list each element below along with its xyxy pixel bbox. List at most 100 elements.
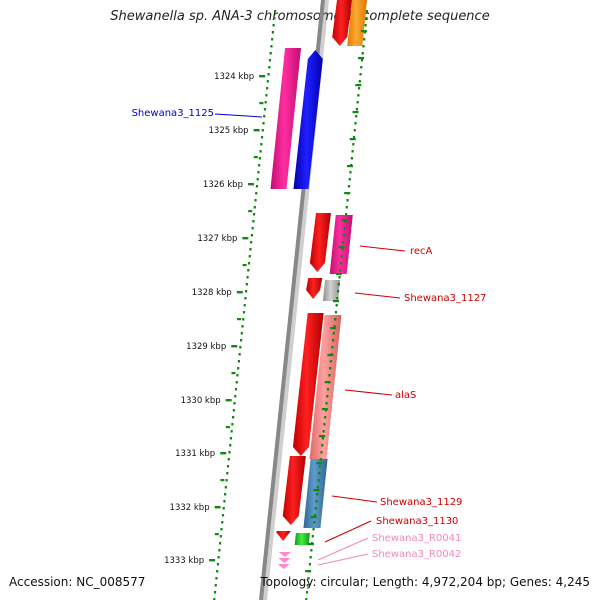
gene-label[interactable]: Shewana3_R0042 bbox=[372, 549, 461, 560]
right-ruler-dot bbox=[331, 346, 334, 349]
gene-block-reca[interactable] bbox=[329, 215, 353, 274]
left-major-tick bbox=[225, 399, 232, 402]
left-minor-tick bbox=[225, 426, 230, 429]
right-ruler-dot bbox=[344, 213, 348, 216]
gene-block-shewana3-1125[interactable] bbox=[270, 48, 302, 189]
right-ruler-dot bbox=[361, 52, 364, 55]
left-ruler-dot bbox=[226, 465, 230, 468]
gene-block-red-small[interactable] bbox=[306, 278, 323, 299]
left-minor-tick bbox=[231, 372, 236, 375]
left-ruler-dot bbox=[246, 276, 249, 279]
right-minor-tick bbox=[330, 327, 337, 330]
left-ruler-dot bbox=[258, 164, 261, 167]
right-ruler-dot bbox=[356, 101, 359, 104]
left-ruler-dot bbox=[252, 213, 256, 216]
gene-block-top-orange[interactable] bbox=[347, 0, 367, 46]
right-minor-tick bbox=[310, 516, 317, 519]
left-ruler-dot bbox=[213, 591, 217, 594]
gene-block-forward-blue[interactable] bbox=[293, 50, 323, 189]
left-ruler-dot bbox=[247, 269, 250, 272]
left-ruler-dot bbox=[223, 500, 226, 503]
ruler-label: 1331 kbp bbox=[175, 449, 215, 459]
right-ruler-dot bbox=[334, 311, 338, 314]
right-minor-tick bbox=[321, 408, 328, 411]
right-minor-tick bbox=[313, 489, 320, 492]
trna-arrow[interactable] bbox=[278, 558, 291, 563]
left-ruler-dot bbox=[249, 248, 252, 251]
trna-arrow[interactable] bbox=[277, 564, 290, 569]
ruler-label: 1328 kbp bbox=[192, 288, 232, 298]
gene-label[interactable]: Shewana3_1127 bbox=[404, 293, 486, 304]
right-ruler-dot bbox=[333, 325, 336, 328]
gene-label[interactable]: recA bbox=[410, 246, 433, 257]
right-ruler-dot bbox=[315, 500, 318, 503]
right-minor-tick bbox=[346, 165, 353, 168]
right-ruler-dot bbox=[353, 129, 356, 132]
gene-block-shewana3-1130[interactable] bbox=[294, 533, 310, 545]
gene-block-red-forward[interactable] bbox=[309, 213, 331, 272]
left-ruler-dot bbox=[266, 80, 269, 83]
gene-leader-line bbox=[331, 495, 378, 503]
right-ruler-dot bbox=[332, 332, 335, 335]
gene-block-red-long[interactable] bbox=[292, 313, 324, 456]
right-minor-tick bbox=[360, 30, 367, 33]
left-ruler-dot bbox=[219, 535, 222, 538]
left-ruler-dot bbox=[224, 493, 227, 496]
left-ruler-dot bbox=[271, 38, 274, 41]
right-ruler-dot bbox=[321, 437, 325, 440]
ruler-label: 1329 kbp bbox=[186, 342, 226, 352]
left-ruler-dot bbox=[272, 24, 275, 27]
right-minor-tick bbox=[305, 570, 312, 573]
right-minor-tick bbox=[316, 462, 323, 465]
right-ruler-dot bbox=[324, 416, 327, 419]
left-major-tick bbox=[231, 345, 238, 348]
left-ruler-dot bbox=[225, 479, 228, 482]
right-ruler-dot bbox=[313, 514, 317, 517]
left-ruler-dot bbox=[229, 437, 233, 440]
right-ruler-dot bbox=[312, 528, 315, 531]
left-ruler-dot bbox=[228, 451, 231, 454]
gene-block-shewana3-1130-red[interactable] bbox=[276, 531, 292, 541]
gene-label[interactable]: Shewana3_R0041 bbox=[372, 533, 461, 544]
left-ruler-dot bbox=[242, 318, 245, 321]
right-ruler-dot bbox=[346, 199, 349, 202]
right-minor-tick bbox=[344, 192, 351, 195]
right-ruler-dot bbox=[326, 388, 330, 391]
right-minor-tick bbox=[335, 273, 342, 276]
gene-leader-line bbox=[344, 389, 393, 396]
gene-block-red-lower[interactable] bbox=[282, 456, 306, 525]
ruler-label: 1330 kbp bbox=[181, 396, 221, 406]
left-ruler-dot bbox=[259, 150, 262, 153]
left-ruler-dot bbox=[252, 220, 255, 223]
left-ruler-dot bbox=[257, 171, 260, 174]
gene-label[interactable]: Shewana3_1130 bbox=[376, 516, 458, 527]
gene-label[interactable]: Shewana3_1129 bbox=[380, 497, 462, 508]
left-minor-tick bbox=[242, 264, 247, 267]
right-ruler-dot bbox=[358, 80, 361, 83]
left-ruler-dot bbox=[241, 325, 244, 328]
left-ruler-dot bbox=[229, 444, 232, 447]
right-ruler-dot bbox=[318, 465, 322, 468]
gene-block-top-red[interactable] bbox=[332, 0, 352, 46]
right-ruler-dot bbox=[350, 157, 353, 160]
left-minor-tick bbox=[259, 102, 264, 105]
right-ruler-dot bbox=[337, 283, 340, 286]
right-ruler-dot bbox=[362, 45, 365, 48]
left-ruler-dot bbox=[273, 10, 277, 13]
gene-block-shewana3-1127[interactable] bbox=[322, 280, 341, 301]
gene-label[interactable]: Shewana3_1125 bbox=[132, 108, 214, 119]
right-ruler-dot bbox=[334, 318, 337, 321]
right-ruler-dot bbox=[347, 185, 351, 188]
right-ruler-dot bbox=[320, 451, 323, 454]
gene-label[interactable]: alaS bbox=[395, 390, 416, 401]
trna-arrow[interactable] bbox=[278, 552, 291, 557]
left-ruler-dot bbox=[234, 395, 237, 398]
left-major-tick bbox=[247, 183, 254, 186]
ruler-label: 1325 kbp bbox=[209, 126, 249, 136]
left-ruler-dot bbox=[245, 283, 248, 286]
left-ruler-dot bbox=[217, 556, 220, 559]
left-ruler-dot bbox=[242, 311, 246, 314]
gene-block-shewana3-1129[interactable] bbox=[303, 459, 328, 528]
gene-block-alas[interactable] bbox=[309, 315, 342, 459]
right-ruler-dot bbox=[308, 563, 312, 566]
